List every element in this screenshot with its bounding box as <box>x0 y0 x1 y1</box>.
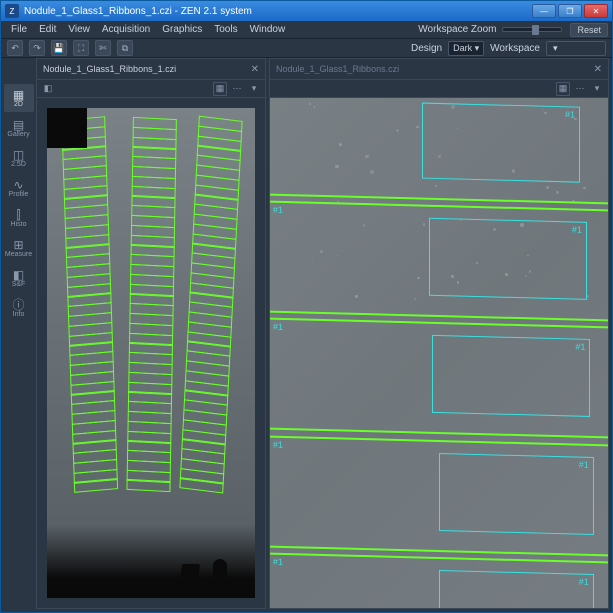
workspace-zoom-slider[interactable] <box>502 27 562 32</box>
roi-label: #1 <box>565 109 575 119</box>
tool-redo-icon[interactable]: ↷ <box>29 40 45 56</box>
minimize-button[interactable]: — <box>532 4 556 18</box>
side-tool-25d[interactable]: ◫2.5D <box>4 144 34 172</box>
app-window: Z Nodule_1_Glass1_Ribbons_1.czi - ZEN 2.… <box>0 0 613 613</box>
left-panel: Nodule_1_Glass1_Ribbons_1.czi ✕ ◧ ▦ ⋯ ▾ <box>36 58 266 609</box>
overview-image <box>47 108 255 598</box>
workspace-zoom-label: Workspace Zoom <box>418 24 496 35</box>
section-outline[interactable]: #1 #1 <box>270 552 608 608</box>
tool-undo-icon[interactable]: ↶ <box>7 40 23 56</box>
left-more-icon[interactable]: ⋯ <box>230 82 244 96</box>
maximize-button[interactable]: ❐ <box>558 4 582 18</box>
app-icon: Z <box>5 4 19 18</box>
side-tool-profile[interactable]: ∿Profile <box>4 174 34 202</box>
right-panel: Nodule_1_Glass1_Ribbons.czi ✕ ▦ ⋯ ▾ #1 #1… <box>269 58 609 609</box>
window-title: Nodule_1_Glass1_Ribbons_1.czi - ZEN 2.1 … <box>24 6 532 17</box>
section-label: #1 <box>273 439 283 449</box>
design-dropdown[interactable]: Dark ▾ <box>448 41 484 56</box>
right-dropdown-icon[interactable]: ▾ <box>590 82 604 96</box>
workspace-dropdown[interactable]: ▾ <box>546 41 606 56</box>
side-tool-info[interactable]: ⓘInfo <box>4 294 34 322</box>
detail-image: #1#1#1#1#1#1#1#1#1#1 <box>270 98 608 608</box>
side-tool-2d[interactable]: ▦2D <box>4 84 34 112</box>
window-buttons: — ❐ ✕ <box>532 4 608 18</box>
right-more-icon[interactable]: ⋯ <box>573 82 587 96</box>
left-grid-icon[interactable]: ▦ <box>213 82 227 96</box>
ribbon-segment[interactable] <box>126 479 170 492</box>
roi-box[interactable]: #1 <box>422 102 580 182</box>
section-label: #1 <box>273 205 283 215</box>
side-tool-sf[interactable]: ◧S&F <box>4 264 34 292</box>
tool-save-icon[interactable]: 💾 <box>51 40 67 56</box>
tool-copy-icon[interactable]: ⧉ <box>117 40 133 56</box>
menu-graphics[interactable]: Graphics <box>156 23 208 36</box>
side-tool-histo[interactable]: ⫿Histo <box>4 204 34 232</box>
right-viewport[interactable]: #1#1#1#1#1#1#1#1#1#1 <box>270 98 608 608</box>
workspace-label: Workspace <box>490 43 540 54</box>
roi-box[interactable]: #1 <box>432 335 590 417</box>
right-grid-icon[interactable]: ▦ <box>556 82 570 96</box>
right-panel-toolbar: ▦ ⋯ ▾ <box>270 80 608 98</box>
roi-label: #1 <box>572 224 582 234</box>
menu-acquisition[interactable]: Acquisition <box>96 23 156 36</box>
menubar: FileEditViewAcquisitionGraphicsToolsWind… <box>1 21 612 38</box>
menu-view[interactable]: View <box>62 23 96 36</box>
section-outline[interactable]: #1 #1 <box>270 435 608 556</box>
section-label: #1 <box>273 322 283 332</box>
design-label: Design <box>411 43 442 54</box>
right-panel-tab[interactable]: Nodule_1_Glass1_Ribbons.czi ✕ <box>270 59 608 80</box>
section-outline[interactable]: #1#1 <box>270 98 608 205</box>
side-tool-measure[interactable]: ⊞Measure <box>4 234 34 262</box>
content-area: ▦2D▤Gallery◫2.5D∿Profile⫿Histo⊞Measure◧S… <box>1 58 612 612</box>
left-tab-close-icon[interactable]: ✕ <box>251 64 259 75</box>
left-viewport[interactable] <box>37 98 265 608</box>
left-tab-label: Nodule_1_Glass1_Ribbons_1.czi <box>43 64 247 74</box>
left-panel-toolbar: ◧ ▦ ⋯ ▾ <box>37 80 265 98</box>
menu-edit[interactable]: Edit <box>33 23 62 36</box>
close-button[interactable]: ✕ <box>584 4 608 18</box>
panels: Nodule_1_Glass1_Ribbons_1.czi ✕ ◧ ▦ ⋯ ▾ <box>36 58 612 612</box>
ribbon-segment[interactable] <box>74 478 118 493</box>
menu-window[interactable]: Window <box>244 23 292 36</box>
roi-label: #1 <box>575 342 585 352</box>
right-tab-close-icon[interactable]: ✕ <box>594 64 602 75</box>
left-dropdown-icon[interactable]: ▾ <box>247 82 261 96</box>
menu-file[interactable]: File <box>5 23 33 36</box>
titlebar[interactable]: Z Nodule_1_Glass1_Ribbons_1.czi - ZEN 2.… <box>1 1 612 21</box>
right-tab-label: Nodule_1_Glass1_Ribbons.czi <box>276 64 590 74</box>
tool-expand-icon[interactable]: ⛶ <box>73 40 89 56</box>
toolbar: ↶ ↷ 💾 ⛶ ✄ ⧉ Design Dark ▾ Workspace ▾ <box>1 38 612 58</box>
roi-label: #1 <box>579 459 589 469</box>
reset-button[interactable]: Reset <box>570 23 608 37</box>
roi-box[interactable]: #1 <box>429 218 587 300</box>
left-channel-icon[interactable]: ◧ <box>41 82 55 96</box>
section-outline[interactable]: #1 #1 <box>270 201 608 322</box>
roi-box[interactable]: #1 <box>439 453 594 535</box>
roi-box[interactable]: #1 <box>439 570 594 608</box>
left-panel-tab[interactable]: Nodule_1_Glass1_Ribbons_1.czi ✕ <box>37 59 265 80</box>
side-toolbar: ▦2D▤Gallery◫2.5D∿Profile⫿Histo⊞Measure◧S… <box>1 58 36 612</box>
menu-tools[interactable]: Tools <box>208 23 243 36</box>
section-outline[interactable]: #1 #1 <box>270 318 608 439</box>
roi-label: #1 <box>579 576 589 586</box>
section-label: #1 <box>273 557 283 567</box>
side-tool-gallery[interactable]: ▤Gallery <box>4 114 34 142</box>
tool-cut-icon[interactable]: ✄ <box>95 40 111 56</box>
